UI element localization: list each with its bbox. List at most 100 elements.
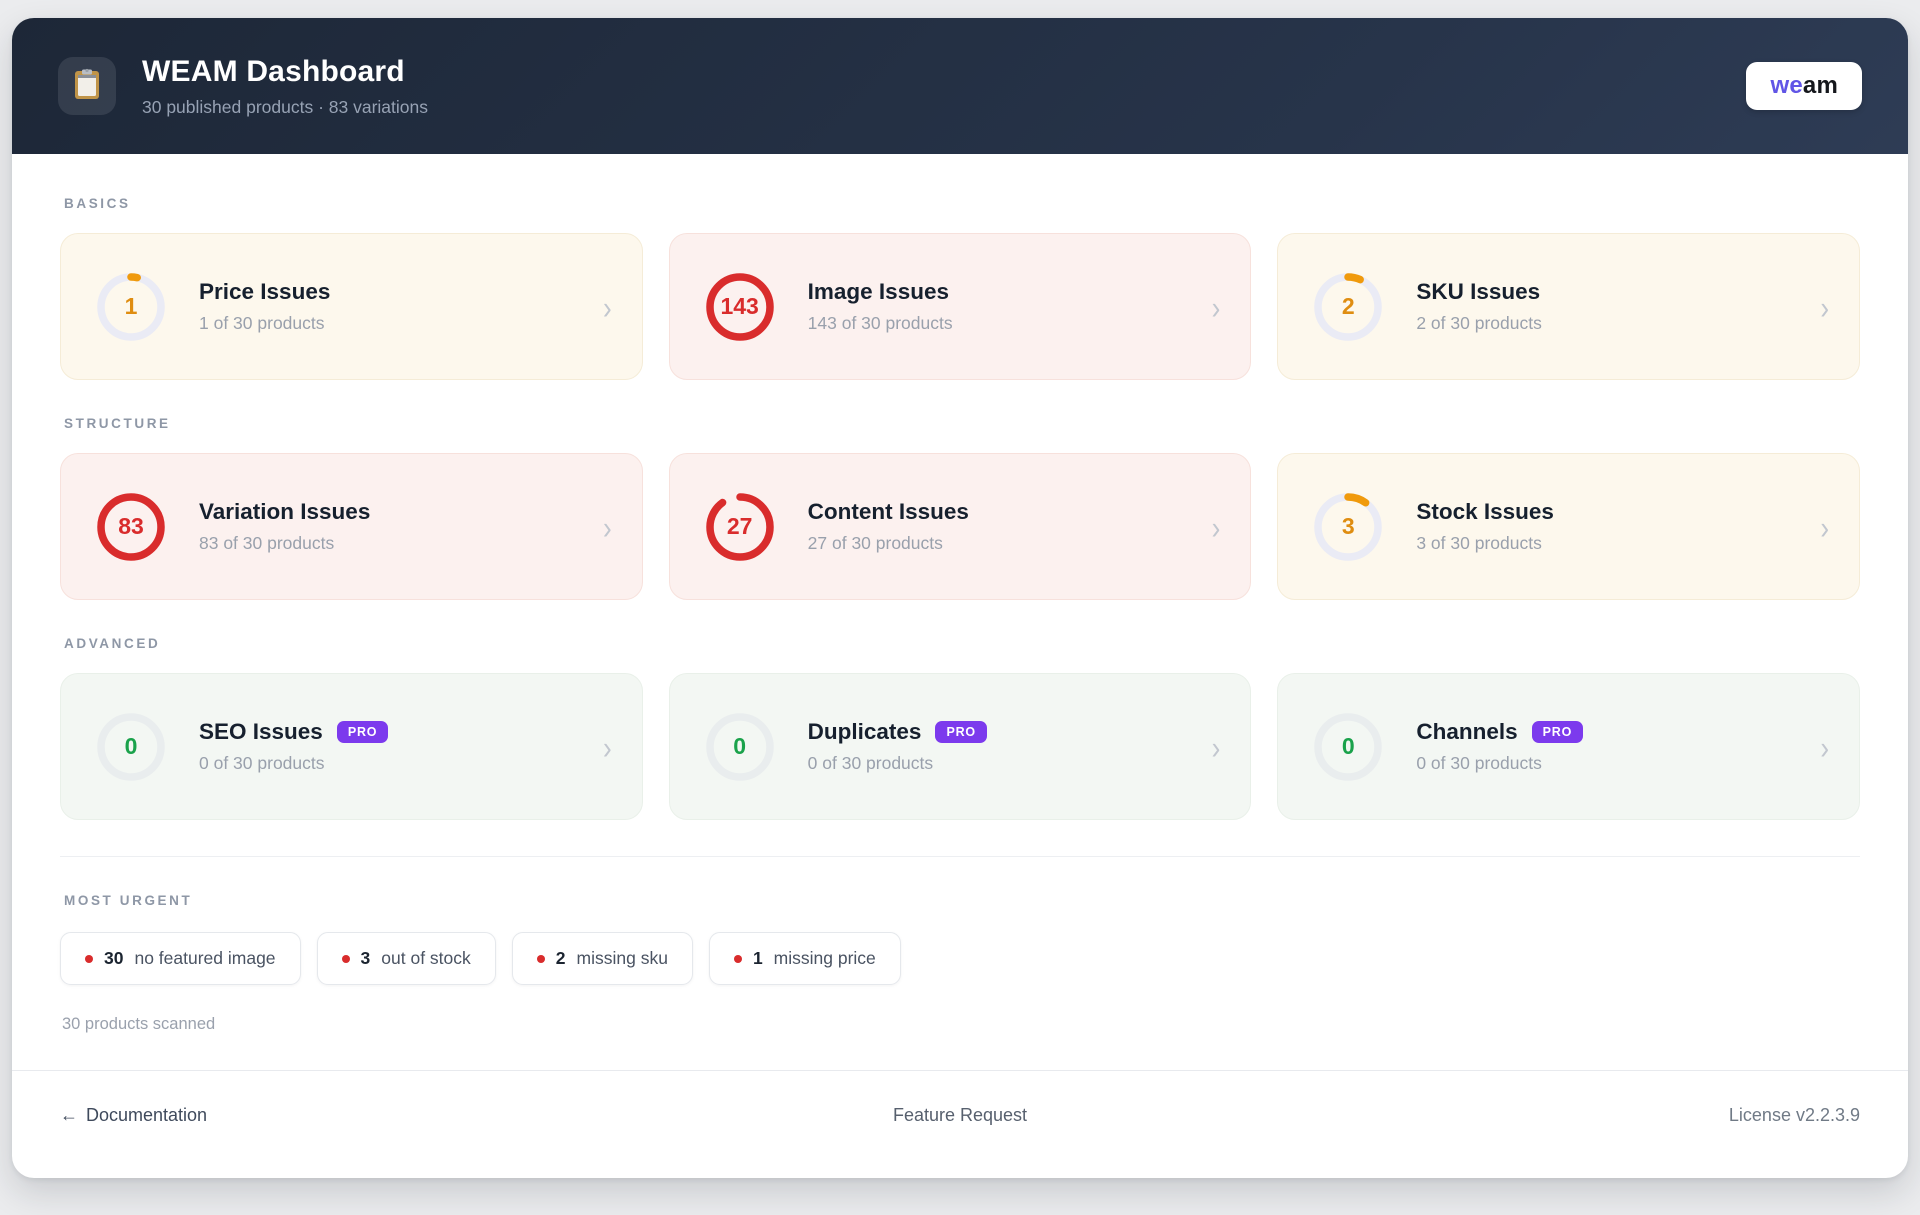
card-text: Price Issues PRO 1 of 30 products [199,279,330,334]
urgent-count: 2 [555,948,566,968]
urgent-label: missing sku [576,948,668,968]
progress-ring: 83 [93,489,169,565]
progress-ring: 3 [1310,489,1386,565]
card-grid: 1 Price Issues PRO 1 of 30 products › 14… [60,233,1860,380]
weam-logo: weam [1746,62,1862,110]
urgent-label: missing price [773,948,876,968]
issue-count: 0 [1341,733,1355,759]
weam-logo-we: we [1770,72,1803,99]
issue-title: Image Issues [807,279,949,304]
issue-sections: BASICS 1 Price Issues PRO 1 of 30 produc… [60,196,1860,820]
pro-badge: PRO [935,721,987,743]
urgent-label: no featured image [134,948,276,968]
issue-title: SEO Issues [199,719,323,744]
header-text: WEAM Dashboard 30 published products · 8… [142,55,428,118]
issue-card[interactable]: 143 Image Issues PRO 143 of 30 products … [668,233,1252,380]
issue-card[interactable]: 3 Stock Issues PRO 3 of 30 products › [1277,453,1860,600]
card-text: Duplicates PRO 0 of 30 products [808,719,987,774]
issue-section: ADVANCED 0 SEO Issues PRO 0 of 30 produc… [60,636,1860,820]
chevron-right-icon: › [1211,507,1221,546]
issue-subtitle: 143 of 30 products [807,313,953,333]
card-text: SEO Issues PRO 0 of 30 products [199,719,389,774]
issue-section: STRUCTURE 83 Variation Issues PRO 83 of … [60,416,1860,600]
chevron-right-icon: › [1211,727,1221,766]
chevron-right-icon: › [1820,287,1829,326]
pro-badge: PRO [1531,721,1584,743]
most-urgent-section: MOST URGENT 30 no featured image 3 out o… [60,893,1860,1034]
clipboard-icon [70,67,104,106]
pro-badge: PRO [336,721,389,743]
issue-subtitle: 27 of 30 products [807,533,943,553]
back-arrow-icon: ← [60,1105,78,1125]
weam-dashboard-window: WEAM Dashboard 30 published products · 8… [12,18,1908,1178]
issue-card[interactable]: 83 Variation Issues PRO 83 of 30 product… [60,453,643,600]
license-version: License v2.2.3.9 [1728,1105,1860,1125]
issue-section: BASICS 1 Price Issues PRO 1 of 30 produc… [60,196,1860,380]
issue-title: SKU Issues [1416,279,1541,304]
urgent-badge[interactable]: 30 no featured image [60,932,301,985]
chevron-right-icon: › [602,287,612,326]
issue-card[interactable]: 0 Channels PRO 0 of 30 products › [1277,673,1860,820]
footer: ← Documentation Feature Request License v… [12,1070,1908,1178]
issue-subtitle: 0 of 30 products [199,753,325,773]
issue-count: 0 [733,733,747,759]
issue-card[interactable]: 0 Duplicates PRO 0 of 30 products › [668,673,1252,820]
card-text: Variation Issues PRO 83 of 30 products [199,499,370,554]
urgent-count: 3 [360,948,371,968]
page-subtitle: 30 published products · 83 variations [142,96,429,117]
progress-ring: 143 [702,269,778,345]
card-text: Channels PRO 0 of 30 products [1416,719,1584,774]
card-text: Content Issues PRO 27 of 30 products [808,499,969,554]
red-dot-icon [341,954,350,963]
issue-card[interactable]: 1 Price Issues PRO 1 of 30 products › [60,233,643,380]
issue-count: 27 [726,513,753,539]
section-divider [60,856,1860,857]
urgent-count: 1 [752,948,763,968]
products-scanned-text: 30 products scanned [62,1015,216,1033]
issue-card[interactable]: 0 SEO Issues PRO 0 of 30 products › [60,673,643,820]
header: WEAM Dashboard 30 published products · 8… [12,18,1908,154]
issue-subtitle: 2 of 30 products [1416,313,1542,333]
urgent-badge[interactable]: 3 out of stock [316,932,496,985]
issue-count: 143 [720,293,759,319]
urgent-label: out of stock [381,948,471,968]
red-dot-icon [85,954,93,963]
issue-title: Content Issues [807,499,969,524]
chevron-right-icon: › [602,727,612,766]
issue-count: 83 [118,513,144,539]
red-dot-icon [536,954,545,963]
page-title: WEAM Dashboard [142,54,405,88]
chevron-right-icon: › [1211,287,1221,326]
urgent-count: 30 [104,948,124,968]
issue-title: Variation Issues [199,499,371,524]
issue-title: Price Issues [199,279,331,304]
urgent-badge[interactable]: 2 missing sku [511,932,693,985]
issue-card[interactable]: 2 SKU Issues PRO 2 of 30 products › [1277,233,1860,380]
issue-count: 0 [124,733,138,759]
most-urgent-pills: 30 no featured image 3 out of stock 2 mi… [60,932,1860,985]
progress-ring: 2 [1310,269,1386,345]
issue-title: Duplicates [807,719,922,744]
issue-subtitle: 83 of 30 products [199,533,335,553]
card-grid: 0 SEO Issues PRO 0 of 30 products › 0 Du… [60,673,1860,820]
issue-subtitle: 0 of 30 products [1416,753,1542,773]
card-grid: 83 Variation Issues PRO 83 of 30 product… [60,453,1860,600]
urgent-badge[interactable]: 1 missing price [708,932,901,985]
weam-logo-am: am [1802,72,1838,99]
main-content: BASICS 1 Price Issues PRO 1 of 30 produc… [12,154,1908,1070]
documentation-label: Documentation [86,1105,208,1125]
feature-request-link[interactable]: Feature Request [892,1105,1028,1125]
chevron-right-icon: › [602,507,612,546]
progress-ring: 0 [1310,709,1386,785]
issue-count: 2 [1341,293,1355,319]
card-text: Image Issues PRO 143 of 30 products [808,279,953,334]
most-urgent-label: MOST URGENT [64,893,193,908]
progress-ring: 0 [702,709,778,785]
documentation-link[interactable]: ← Documentation [60,1105,660,1126]
issue-card[interactable]: 27 Content Issues PRO 27 of 30 products … [668,453,1252,600]
progress-ring: 27 [702,489,778,565]
progress-ring: 1 [93,269,169,345]
app-icon-tile [58,57,116,115]
card-text: Stock Issues PRO 3 of 30 products [1416,499,1554,554]
issue-subtitle: 3 of 30 products [1416,533,1542,553]
